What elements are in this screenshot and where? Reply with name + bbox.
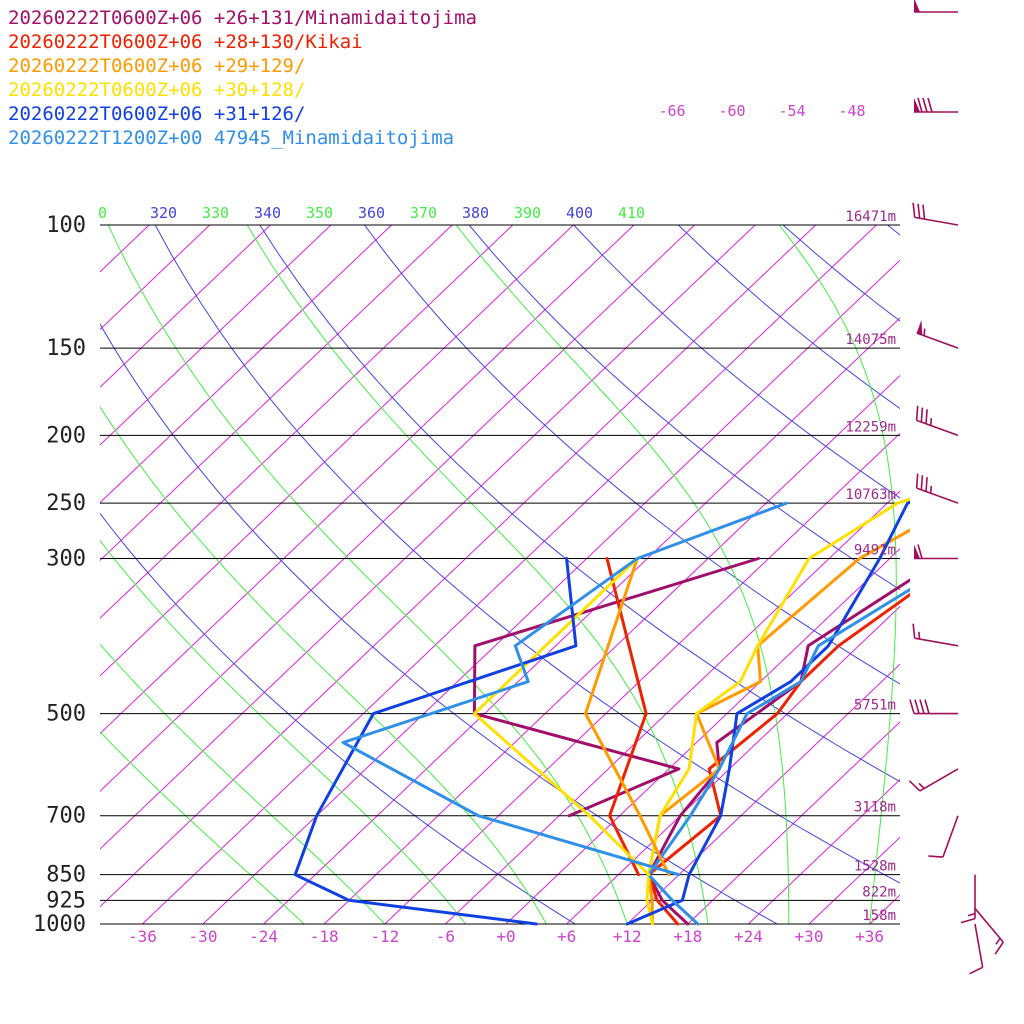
pressure-tick-label: 150 xyxy=(46,336,86,361)
isotherm-line xyxy=(21,225,755,924)
wind-barb xyxy=(913,203,958,225)
theta-label: 370 xyxy=(410,204,437,222)
pressure-tick-label: 700 xyxy=(46,804,86,829)
height-label: 5751m xyxy=(854,698,896,714)
temperature-tick-label: +12 xyxy=(613,927,642,946)
temperature-tick-label: +24 xyxy=(734,927,763,946)
height-label: 9491m xyxy=(854,543,896,559)
pressure-tick-label: 500 xyxy=(46,702,86,727)
dry-adiabat-line xyxy=(783,225,1024,924)
temperature-profile-line xyxy=(649,0,1024,924)
dry-adiabat-line xyxy=(992,225,1024,924)
pressure-tick-label: 850 xyxy=(46,863,86,888)
height-label: 10763m xyxy=(845,487,896,503)
isotherm-line xyxy=(506,225,1024,924)
pressure-tick-label: 925 xyxy=(46,888,86,913)
theta-label: 400 xyxy=(566,204,593,222)
isotherm-line xyxy=(142,225,876,924)
top-temperature-label: -48 xyxy=(838,102,865,120)
temperature-tick-label: -12 xyxy=(370,927,399,946)
legend-entry: 20260222T0600Z+06 +31+126/ xyxy=(8,103,305,125)
temperature-profile-line xyxy=(627,0,1024,924)
dry-adiabat-line xyxy=(888,225,1024,924)
moist-adiabat-line xyxy=(108,225,627,924)
wind-barb xyxy=(917,406,958,436)
temperature-tick-label: +6 xyxy=(557,927,576,946)
dry-adiabat-line xyxy=(469,225,1024,924)
wind-barb xyxy=(961,875,975,923)
theta-label: 410 xyxy=(618,204,645,222)
theta-label: 350 xyxy=(306,204,333,222)
wind-barbs xyxy=(909,0,1003,974)
theta-label: 0 xyxy=(98,204,107,222)
height-label: 16471m xyxy=(845,209,896,225)
wind-barb xyxy=(928,816,958,857)
isotherm-line xyxy=(203,225,937,924)
temperature-profile-line xyxy=(647,0,1024,924)
isotherm-line xyxy=(0,225,695,924)
isotherm-line xyxy=(688,225,1024,924)
temperature-tick-label: -18 xyxy=(310,927,339,946)
height-label: 1528m xyxy=(854,859,896,875)
top-temperature-label: -54 xyxy=(778,102,805,120)
height-label: 822m xyxy=(862,884,896,900)
temperature-tick-label: +0 xyxy=(496,927,515,946)
theta-label: 390 xyxy=(514,204,541,222)
legend-entry: 20260222T1200Z+00 47945_Minamidaitojima xyxy=(8,127,454,149)
wind-barb xyxy=(917,320,958,348)
isobar-lines xyxy=(100,225,900,924)
pressure-tick-label: 300 xyxy=(46,547,86,572)
isotherm-line xyxy=(930,225,1024,924)
theta-label: 340 xyxy=(254,204,281,222)
temperature-tick-label: -30 xyxy=(189,927,218,946)
wind-barb xyxy=(913,624,958,646)
theta-label: 320 xyxy=(150,204,177,222)
wind-barb xyxy=(909,769,958,791)
top-temperature-label: -66 xyxy=(658,102,685,120)
pressure-tick-label: 200 xyxy=(46,423,86,448)
isotherm-line xyxy=(0,225,210,924)
temperature-tick-label: -36 xyxy=(128,927,157,946)
theta-label: 360 xyxy=(358,204,385,222)
temperature-tick-label: +18 xyxy=(673,927,702,946)
height-label: 12259m xyxy=(845,419,896,435)
isotherm-line xyxy=(870,225,1024,924)
temperature-tick-label: -24 xyxy=(249,927,278,946)
isotherm-line xyxy=(991,225,1024,924)
pressure-tick-label: 1000 xyxy=(33,912,86,937)
temperature-tick-label: +30 xyxy=(795,927,824,946)
temperature-tick-label: +36 xyxy=(855,927,884,946)
dewpoint-profile-line xyxy=(295,559,576,925)
height-label: 14075m xyxy=(845,332,896,348)
legend-entry: 20260222T0600Z+06 +26+131/Minamidaitojim… xyxy=(8,7,477,29)
top-temperature-label: -60 xyxy=(718,102,745,120)
wind-barb xyxy=(914,0,958,12)
isotherm-line xyxy=(0,225,28,924)
height-label: 158m xyxy=(862,908,896,924)
pressure-tick-label: 250 xyxy=(46,491,86,516)
legend-entry: 20260222T0600Z+06 +28+130/Kikai xyxy=(8,31,363,53)
temperature-tick-label: -6 xyxy=(436,927,455,946)
wind-barb xyxy=(914,545,958,559)
isotherm-line xyxy=(748,225,1024,924)
pressure-tick-label: 100 xyxy=(46,213,86,238)
legend-entry: 20260222T0600Z+06 +29+129/ xyxy=(8,55,305,77)
theta-label: 330 xyxy=(202,204,229,222)
legend: 20260222T0600Z+06 +26+131/Minamidaitojim… xyxy=(8,7,477,149)
isotherm-line xyxy=(567,225,1024,924)
wind-barb xyxy=(970,924,983,974)
height-label: 3118m xyxy=(854,800,896,816)
wind-barb xyxy=(910,700,958,714)
wind-barb xyxy=(914,98,958,112)
wind-barb xyxy=(917,474,958,504)
moist-adiabat-line xyxy=(10,225,547,924)
legend-entry: 20260222T0600Z+06 +30+128/ xyxy=(8,79,305,101)
theta-label: 380 xyxy=(462,204,489,222)
